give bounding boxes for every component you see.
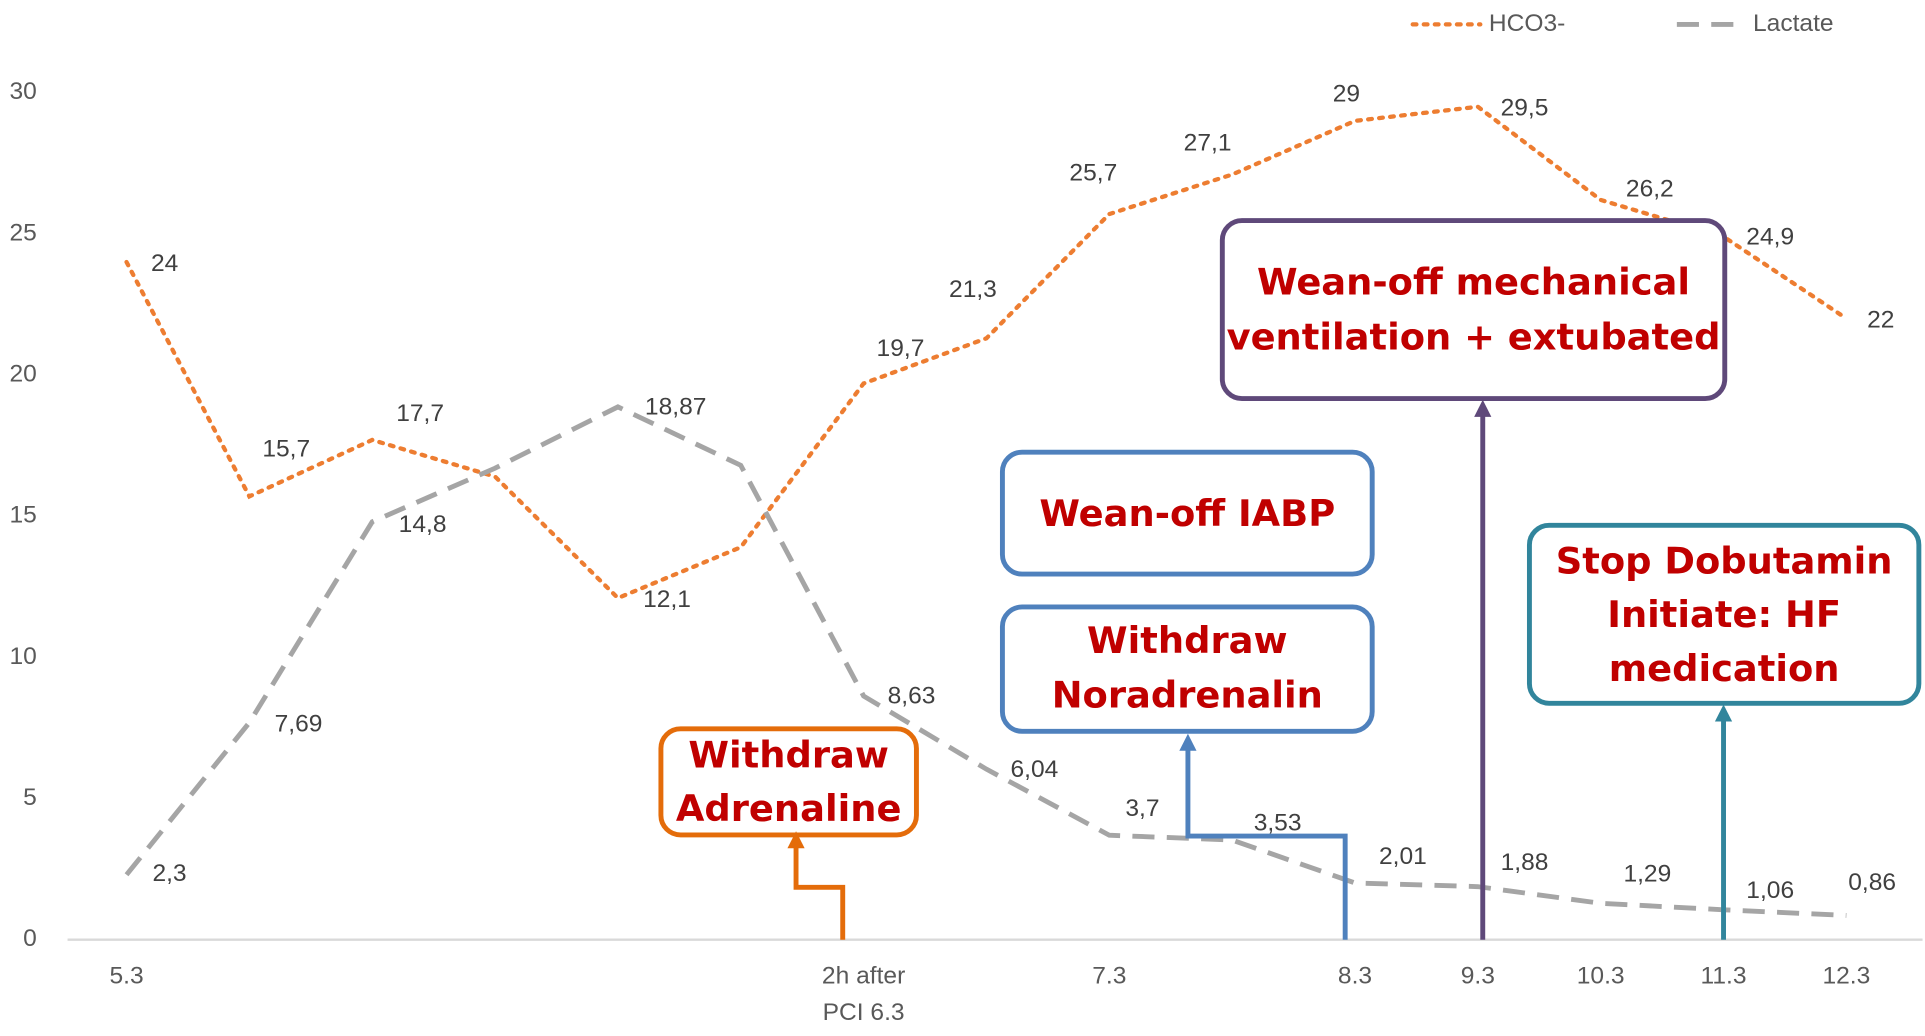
data-label: 6,04 bbox=[1010, 756, 1058, 783]
data-label: 26,2 bbox=[1626, 176, 1674, 203]
data-label: 18,87 bbox=[645, 394, 706, 421]
annotation-text: Noradrenalin bbox=[1052, 674, 1323, 717]
annotation-box bbox=[999, 604, 1375, 734]
data-label: 3,53 bbox=[1254, 810, 1302, 837]
x-tick-label-box: 8.3 bbox=[1337, 962, 1373, 990]
x-tick-label-box: 2h after PCI 6.3 bbox=[821, 962, 906, 1027]
x-tick-label-box: 5.3 bbox=[109, 962, 144, 990]
data-label: 24,9 bbox=[1746, 223, 1794, 250]
arrow-head bbox=[787, 831, 805, 849]
annotation-box bbox=[1526, 522, 1922, 706]
legend-label: HCO3- bbox=[1489, 10, 1565, 37]
data-label: 14,8 bbox=[399, 511, 447, 538]
legend-label: Lactate bbox=[1753, 10, 1834, 37]
x-tick-label-box: 10.3 bbox=[1576, 962, 1625, 990]
data-label: 25,7 bbox=[1069, 159, 1117, 186]
y-tick-label: 20 bbox=[10, 361, 37, 388]
x-tick-label: 11.3 bbox=[1700, 962, 1747, 990]
data-label: 1,29 bbox=[1623, 861, 1671, 888]
data-label: 3,7 bbox=[1125, 795, 1159, 822]
data-label: 29 bbox=[1333, 81, 1360, 108]
y-tick-label: 0 bbox=[23, 925, 37, 952]
y-tick-label: 15 bbox=[10, 502, 37, 529]
data-label: 27,1 bbox=[1184, 130, 1232, 157]
x-tick-label-box: 7.3 bbox=[1092, 962, 1127, 990]
annotation-text: Withdraw bbox=[1087, 619, 1288, 662]
arrow-head bbox=[1179, 733, 1197, 751]
y-tick-label: 10 bbox=[10, 643, 37, 670]
x-tick-label-box: 12.3 bbox=[1822, 962, 1871, 990]
x-tick-label: 9.3 bbox=[1460, 962, 1495, 990]
data-label: 22 bbox=[1867, 306, 1894, 333]
annotation-box bbox=[999, 449, 1375, 577]
y-tick-label: 25 bbox=[10, 219, 37, 246]
x-tick-label-box: 9.3 bbox=[1460, 962, 1495, 990]
arrow-head bbox=[1474, 399, 1492, 417]
data-label: 1,06 bbox=[1746, 877, 1794, 904]
x-tick-label: 10.3 bbox=[1576, 962, 1625, 990]
annotation-text: ventilation + extubated bbox=[1227, 315, 1721, 358]
x-tick-label: 8.3 bbox=[1337, 962, 1373, 990]
data-label: 29,5 bbox=[1501, 95, 1549, 122]
annotation-text: Adrenaline bbox=[676, 787, 902, 830]
data-label: 19,7 bbox=[877, 335, 925, 362]
data-label: 24 bbox=[151, 250, 178, 277]
annotation-box bbox=[658, 726, 919, 838]
x-tick-label: 2h after PCI 6.3 bbox=[821, 962, 906, 1027]
arrow-head bbox=[1714, 704, 1733, 722]
data-label: 8,63 bbox=[888, 683, 936, 710]
y-tick-label: 30 bbox=[10, 78, 37, 105]
annotation-text: medication bbox=[1609, 647, 1840, 690]
x-tick-label-box: 11.3 bbox=[1700, 962, 1747, 990]
data-label: 0,86 bbox=[1848, 869, 1896, 896]
x-tick-label: 5.3 bbox=[109, 962, 144, 990]
series-line bbox=[124, 104, 1849, 601]
x-tick-label: 12.3 bbox=[1822, 962, 1871, 990]
data-label: 7,69 bbox=[275, 711, 323, 738]
annotation-box bbox=[1219, 218, 1728, 401]
series-line bbox=[124, 404, 1847, 918]
y-tick-label: 5 bbox=[23, 784, 37, 811]
annotation-arrow bbox=[793, 843, 846, 940]
data-label: 12,1 bbox=[643, 586, 691, 613]
data-label: 2,01 bbox=[1379, 843, 1427, 870]
data-label: 21,3 bbox=[949, 276, 997, 303]
data-label: 2,3 bbox=[152, 860, 186, 887]
annotation-text: Withdraw bbox=[688, 733, 889, 776]
data-label: 1,88 bbox=[1501, 849, 1549, 876]
data-label: 17,7 bbox=[396, 400, 444, 427]
annotation-text: Stop Dobutamin bbox=[1556, 540, 1893, 583]
data-label: 15,7 bbox=[262, 436, 310, 463]
annotation-text: Wean-off IABP bbox=[1039, 492, 1335, 535]
annotation-text: Initiate: HF bbox=[1607, 593, 1841, 636]
annotation-text: Wean-off mechanical bbox=[1257, 261, 1690, 304]
x-tick-label: 7.3 bbox=[1092, 962, 1127, 990]
annotation-arrow bbox=[1185, 745, 1348, 940]
